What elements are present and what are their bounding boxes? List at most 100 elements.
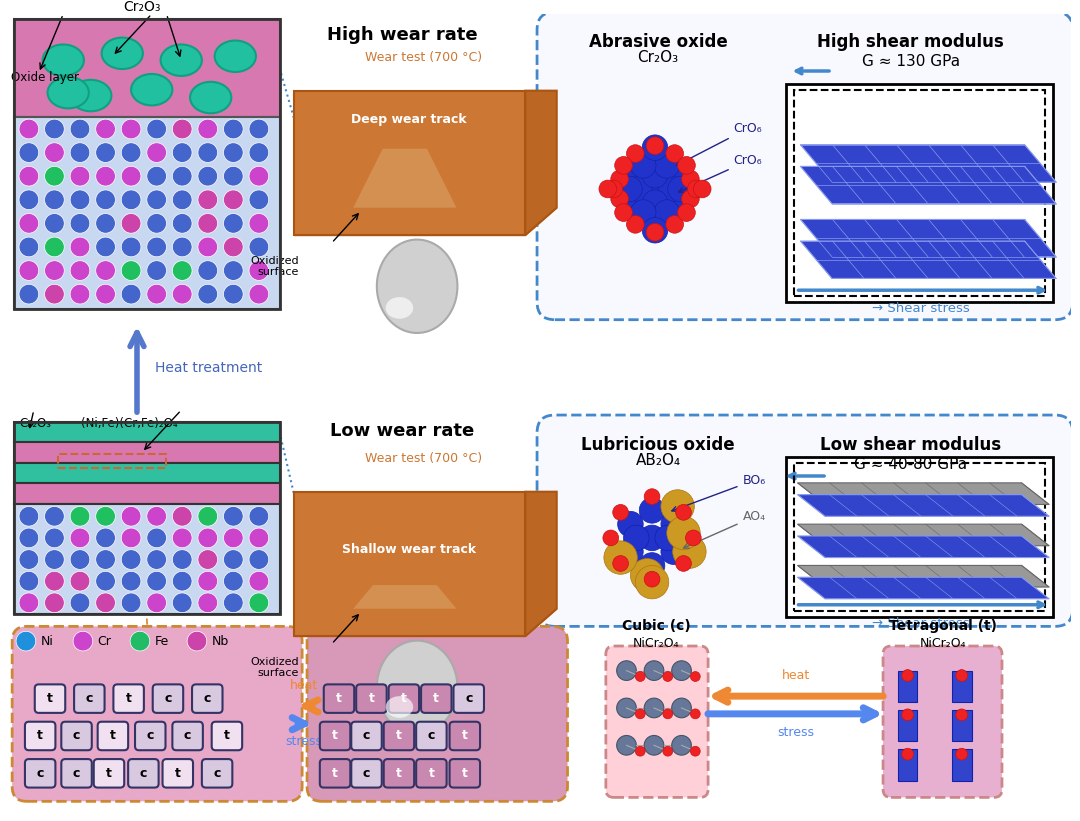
Circle shape: [654, 153, 679, 178]
Text: AO₄: AO₄: [684, 510, 766, 548]
Circle shape: [147, 190, 166, 209]
Text: t: t: [175, 767, 180, 780]
Circle shape: [661, 490, 694, 523]
FancyBboxPatch shape: [383, 722, 415, 750]
Circle shape: [635, 672, 645, 681]
Ellipse shape: [131, 74, 173, 105]
Circle shape: [635, 566, 669, 599]
Circle shape: [44, 119, 64, 139]
FancyBboxPatch shape: [163, 759, 193, 787]
Circle shape: [19, 261, 39, 281]
Text: CrO₆: CrO₆: [678, 154, 762, 192]
Circle shape: [121, 528, 140, 548]
Circle shape: [663, 746, 673, 756]
Circle shape: [121, 143, 140, 163]
Bar: [14, 483, 280, 504]
Circle shape: [639, 498, 665, 523]
Text: stress: stress: [778, 726, 814, 739]
Circle shape: [644, 661, 664, 681]
Text: t: t: [110, 730, 116, 742]
Circle shape: [603, 530, 619, 546]
Circle shape: [19, 550, 39, 570]
Circle shape: [631, 558, 664, 592]
Circle shape: [612, 556, 629, 571]
Bar: [794, 89, 1045, 296]
Circle shape: [249, 528, 269, 548]
Text: t: t: [336, 692, 342, 705]
Circle shape: [173, 593, 192, 612]
Text: Oxidized
surface: Oxidized surface: [251, 256, 299, 277]
Polygon shape: [797, 536, 1049, 557]
Circle shape: [681, 190, 699, 208]
Circle shape: [677, 204, 696, 222]
Circle shape: [173, 261, 192, 281]
Circle shape: [224, 528, 243, 548]
Circle shape: [626, 215, 644, 233]
Circle shape: [96, 571, 116, 591]
Circle shape: [644, 571, 660, 587]
FancyBboxPatch shape: [192, 685, 222, 713]
Circle shape: [224, 119, 243, 139]
Circle shape: [147, 571, 166, 591]
Text: c: c: [363, 767, 370, 780]
Polygon shape: [800, 167, 1056, 204]
Ellipse shape: [190, 82, 231, 113]
Circle shape: [688, 180, 705, 198]
Text: (Ni,Fe)(Cr,Fe)₂O₄: (Ni,Fe)(Cr,Fe)₂O₄: [81, 417, 177, 430]
Text: CrO₆: CrO₆: [676, 122, 762, 165]
Circle shape: [672, 736, 691, 755]
Circle shape: [673, 535, 706, 568]
Text: Heat treatment: Heat treatment: [154, 361, 262, 375]
Circle shape: [96, 213, 116, 233]
Polygon shape: [797, 495, 1049, 516]
Circle shape: [956, 748, 968, 760]
Circle shape: [249, 190, 269, 209]
Polygon shape: [294, 608, 556, 636]
Circle shape: [661, 511, 687, 537]
Ellipse shape: [377, 240, 458, 333]
Circle shape: [121, 550, 140, 570]
Bar: [951, 750, 972, 781]
FancyBboxPatch shape: [307, 626, 567, 801]
Circle shape: [173, 571, 192, 591]
Circle shape: [623, 525, 649, 551]
Circle shape: [663, 709, 673, 718]
Text: c: c: [164, 692, 172, 705]
Circle shape: [44, 143, 64, 163]
Circle shape: [198, 119, 217, 139]
FancyBboxPatch shape: [537, 415, 1072, 626]
Circle shape: [198, 593, 217, 612]
Text: t: t: [37, 730, 43, 742]
Circle shape: [198, 237, 217, 257]
Circle shape: [956, 709, 968, 721]
Circle shape: [664, 163, 689, 188]
Circle shape: [198, 143, 217, 163]
Text: c: c: [214, 767, 220, 780]
Bar: [14, 422, 280, 442]
Circle shape: [147, 143, 166, 163]
Circle shape: [44, 213, 64, 233]
Circle shape: [665, 215, 684, 233]
Text: c: c: [363, 730, 370, 742]
Text: t: t: [396, 767, 402, 780]
Circle shape: [604, 541, 637, 574]
FancyBboxPatch shape: [416, 722, 447, 750]
Circle shape: [667, 177, 693, 202]
Circle shape: [198, 167, 217, 186]
Circle shape: [96, 507, 116, 526]
Circle shape: [70, 284, 90, 304]
Bar: [14, 117, 280, 309]
Text: Cr₂O₃: Cr₂O₃: [19, 417, 51, 430]
Bar: [294, 90, 525, 235]
Circle shape: [147, 550, 166, 570]
Text: t: t: [368, 692, 375, 705]
Circle shape: [611, 170, 629, 188]
Polygon shape: [800, 219, 1056, 257]
Text: t: t: [333, 730, 338, 742]
Text: t: t: [462, 767, 468, 780]
Bar: [786, 457, 1053, 617]
Circle shape: [643, 190, 667, 215]
Circle shape: [635, 709, 645, 718]
Circle shape: [19, 571, 39, 591]
Circle shape: [686, 530, 701, 546]
